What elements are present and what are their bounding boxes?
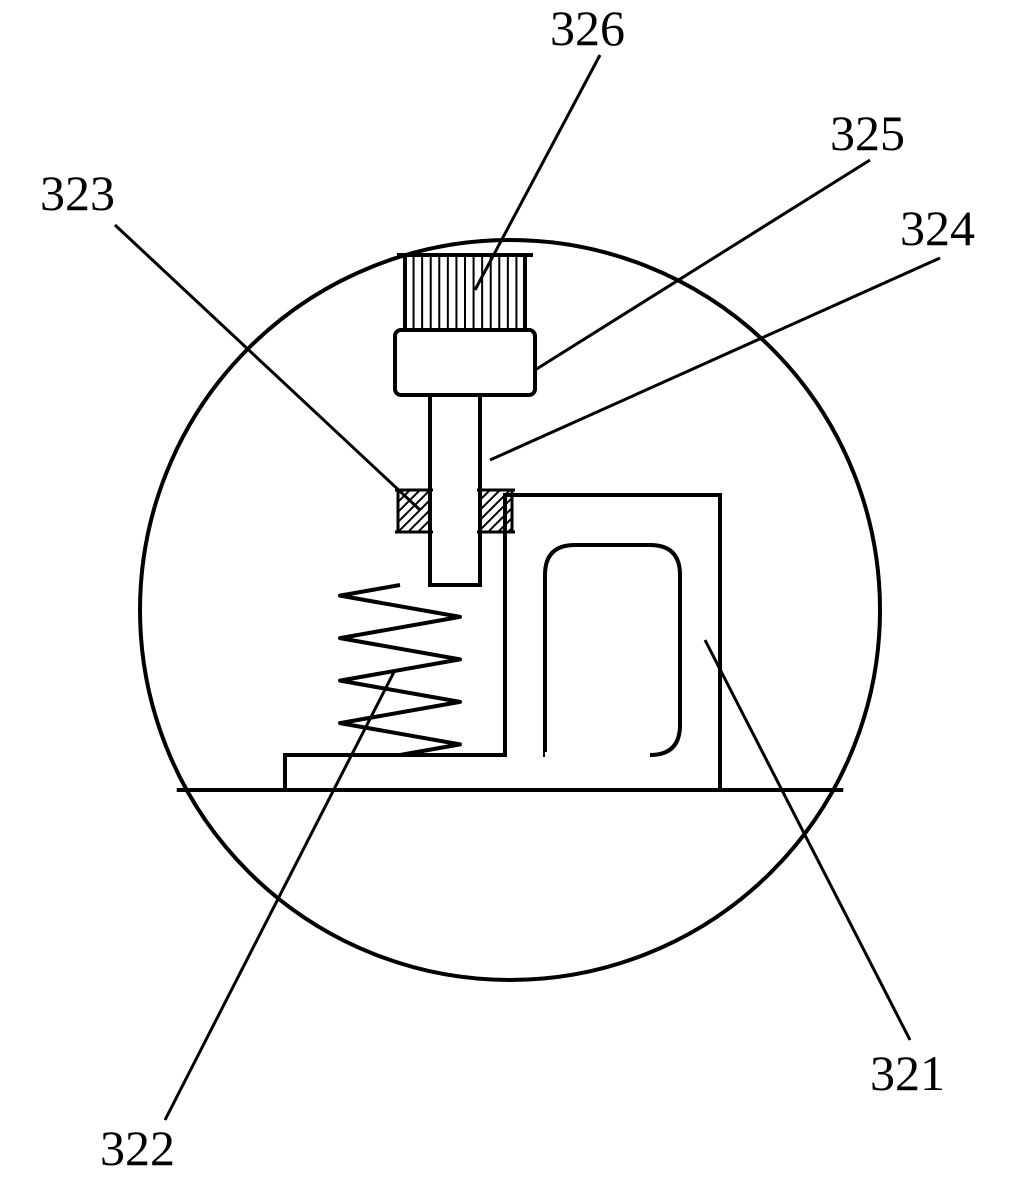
label-326: 326 bbox=[550, 0, 625, 56]
collar-left bbox=[398, 490, 430, 532]
label-325: 325 bbox=[830, 105, 905, 161]
leader-324 bbox=[490, 258, 940, 460]
label-324: 324 bbox=[900, 200, 975, 256]
bracket-cutout bbox=[545, 545, 680, 755]
collar-right bbox=[480, 490, 512, 532]
leader-325 bbox=[535, 160, 870, 370]
spring bbox=[340, 585, 460, 755]
label-323: 323 bbox=[40, 165, 115, 221]
shaft bbox=[430, 395, 480, 585]
leader-321 bbox=[705, 640, 910, 1040]
label-321: 321 bbox=[870, 1045, 945, 1101]
leader-326 bbox=[475, 55, 600, 290]
block bbox=[395, 330, 535, 395]
label-322: 322 bbox=[100, 1120, 175, 1176]
leader-322 bbox=[165, 670, 395, 1120]
